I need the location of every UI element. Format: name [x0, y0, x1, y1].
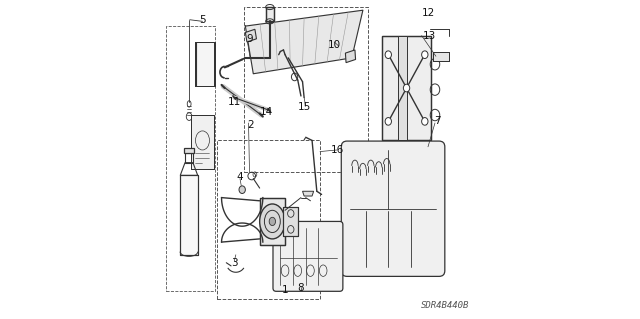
Polygon shape	[260, 197, 285, 245]
FancyBboxPatch shape	[341, 141, 445, 276]
Polygon shape	[346, 50, 356, 63]
Ellipse shape	[239, 186, 245, 194]
Text: 12: 12	[422, 8, 435, 19]
Text: 3: 3	[231, 258, 237, 268]
Bar	[166, 26, 215, 291]
Ellipse shape	[260, 204, 285, 239]
FancyBboxPatch shape	[273, 221, 343, 291]
Polygon shape	[284, 207, 298, 236]
Text: 4: 4	[237, 172, 243, 182]
Text: SDR4B440B: SDR4B440B	[421, 301, 470, 310]
Text: 5: 5	[199, 15, 206, 25]
Polygon shape	[184, 148, 194, 153]
Ellipse shape	[385, 51, 392, 58]
Polygon shape	[398, 36, 407, 140]
Text: 7: 7	[434, 116, 441, 126]
Polygon shape	[303, 191, 314, 196]
Polygon shape	[195, 42, 214, 86]
Text: 11: 11	[228, 97, 241, 107]
Polygon shape	[245, 10, 363, 74]
Text: 2: 2	[247, 120, 253, 130]
Text: 1: 1	[282, 285, 289, 295]
Ellipse shape	[422, 51, 428, 58]
Text: 10: 10	[328, 40, 341, 50]
Bar	[217, 140, 320, 299]
Ellipse shape	[385, 118, 392, 125]
Polygon shape	[266, 7, 274, 21]
Text: 8: 8	[298, 283, 304, 293]
Text: 9: 9	[246, 34, 253, 44]
Ellipse shape	[422, 118, 428, 125]
Text: 13: 13	[423, 31, 436, 41]
Polygon shape	[382, 36, 431, 140]
Ellipse shape	[403, 84, 410, 92]
Text: 14: 14	[259, 107, 273, 117]
Polygon shape	[195, 42, 214, 86]
Polygon shape	[191, 115, 214, 169]
Polygon shape	[433, 51, 449, 61]
Text: 15: 15	[298, 102, 312, 112]
Text: 16: 16	[331, 145, 344, 155]
Ellipse shape	[269, 217, 276, 226]
Bar	[244, 7, 367, 172]
Polygon shape	[245, 29, 257, 42]
Polygon shape	[180, 175, 198, 255]
